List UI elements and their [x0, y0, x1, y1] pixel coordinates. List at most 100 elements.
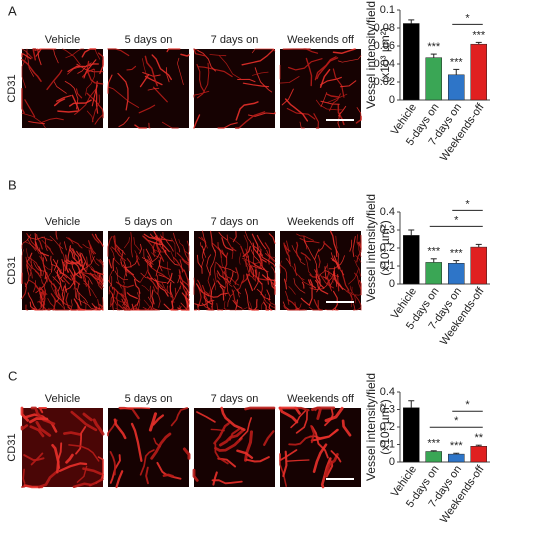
- vessel: [283, 242, 291, 265]
- vessel: [54, 289, 72, 307]
- vessel: [60, 258, 65, 279]
- vessel: [64, 258, 82, 265]
- vessel: [91, 233, 100, 244]
- vessel: [21, 53, 32, 60]
- vessel: [217, 122, 238, 129]
- vessel: [65, 453, 74, 464]
- vessel: [78, 292, 82, 306]
- vessel: [243, 430, 254, 462]
- micrograph-bg: [22, 408, 103, 487]
- vessel: [155, 257, 161, 277]
- vessel: [107, 235, 113, 257]
- vessel: [228, 428, 241, 441]
- vessel: [25, 256, 33, 279]
- vessel: [233, 285, 241, 295]
- vessel: [36, 234, 43, 250]
- vessel: [154, 235, 167, 255]
- vessel: [279, 76, 300, 84]
- vessel: [98, 281, 104, 288]
- column-label: Vehicle: [45, 216, 80, 228]
- vessel: [166, 48, 181, 53]
- vessel: [303, 236, 309, 248]
- vessel: [335, 248, 340, 266]
- vessel: [27, 292, 38, 311]
- vessel: [315, 99, 344, 111]
- vessel: [60, 304, 70, 311]
- vessel: [259, 252, 276, 268]
- vessel: [226, 234, 237, 252]
- vessel: [165, 67, 170, 83]
- vessel: [251, 71, 269, 76]
- vessel: [56, 272, 66, 283]
- y-tick-label: 0.2: [380, 421, 395, 433]
- vessel: [251, 233, 259, 254]
- vessel: [21, 249, 24, 275]
- vessel: [37, 470, 59, 489]
- vessel: [181, 258, 190, 266]
- vessel: [213, 422, 230, 445]
- y-tick-label: 0.06: [374, 40, 395, 52]
- vessel: [278, 406, 301, 415]
- vessel: [73, 298, 86, 311]
- vessel: [87, 280, 92, 297]
- vessel: [97, 456, 104, 479]
- vessel: [148, 412, 158, 432]
- vessel: [284, 290, 290, 306]
- vessel: [112, 257, 115, 271]
- vessel: [352, 236, 356, 258]
- vessel: [115, 470, 124, 489]
- vessel: [29, 301, 39, 311]
- y-axis-label: Vessel intensity/field: [364, 194, 378, 302]
- vessel: [180, 53, 190, 57]
- vessel: [185, 296, 190, 305]
- vessel: [238, 252, 242, 265]
- vessel: [151, 251, 161, 263]
- y-tick-label: 0.1: [380, 4, 395, 16]
- significance: **: [474, 432, 483, 444]
- vessel: [126, 292, 138, 300]
- vessel: [279, 260, 282, 274]
- vessel: [151, 289, 155, 305]
- vessel: [71, 272, 76, 290]
- vessel: [139, 269, 149, 283]
- vessel: [174, 286, 181, 297]
- vessel: [89, 272, 101, 281]
- bar: [425, 451, 442, 463]
- vessel: [162, 473, 174, 478]
- vessel: [150, 432, 172, 460]
- vessel: [108, 86, 140, 108]
- vessel: [213, 278, 216, 291]
- vessel: [155, 279, 169, 297]
- bar: [448, 263, 465, 285]
- vessel: [220, 406, 246, 431]
- vessel: [110, 247, 120, 265]
- vessel: [204, 300, 215, 311]
- vessel: [234, 267, 239, 285]
- vessel: [166, 272, 173, 285]
- vessel: [112, 286, 124, 297]
- row-label: CD31: [6, 74, 18, 102]
- vessel: [144, 305, 152, 311]
- vessel: [118, 304, 131, 311]
- vessel: [197, 279, 208, 301]
- vessel: [134, 124, 147, 129]
- vessel: [300, 252, 311, 261]
- vessel: [286, 240, 289, 254]
- vessel: [89, 244, 97, 255]
- vessel: [107, 74, 113, 94]
- vessel: [326, 263, 334, 283]
- vessel: [182, 447, 191, 460]
- bar: [470, 246, 487, 285]
- vessel: [94, 233, 104, 247]
- vessel: [229, 270, 234, 283]
- vessel: [65, 254, 70, 273]
- vessel: [41, 117, 64, 123]
- vessel: [201, 248, 205, 268]
- vessel: [68, 444, 100, 462]
- row-label: CD31: [6, 433, 18, 461]
- vessel: [76, 465, 88, 483]
- vessel: [283, 278, 288, 290]
- bar: [403, 235, 420, 285]
- vessel: [54, 285, 62, 303]
